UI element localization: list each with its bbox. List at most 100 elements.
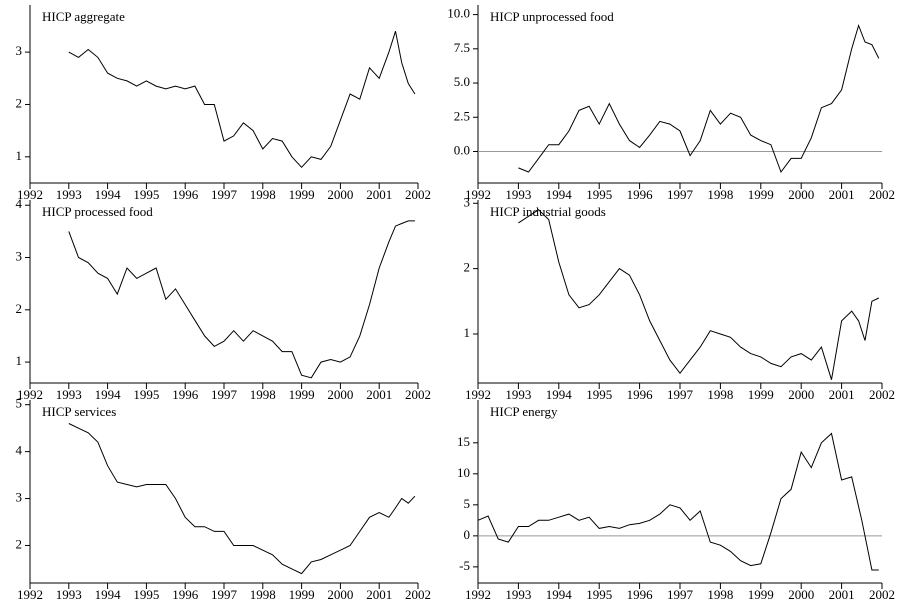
x-tick-label: 2001 [829,187,855,202]
panel-title: HICP energy [490,404,558,419]
y-tick-label: 4 [16,196,23,211]
panel-title: HICP services [42,404,116,419]
x-tick-label: 2001 [366,587,392,602]
y-tick-label: 2 [464,260,471,275]
panel-title: HICP industrial goods [490,204,606,219]
x-tick-label: 1993 [56,587,82,602]
x-tick-label: 1992 [465,187,491,202]
x-tick-label: 1995 [133,187,159,202]
x-tick-label: 1995 [133,587,159,602]
x-tick-label: 1995 [586,187,612,202]
x-tick-label: 1996 [172,187,199,202]
y-tick-label: 3 [464,194,471,209]
y-tick-label: 2.5 [454,108,470,123]
x-tick-label: 1994 [546,187,573,202]
line [68,423,416,575]
x-tick-label: 1999 [748,187,774,202]
x-tick-label: 1998 [707,187,733,202]
x-tick-label: 1993 [505,387,531,402]
x-tick-label: 1998 [707,587,733,602]
y-tick-label: 10 [457,465,470,480]
x-tick-label: 1993 [56,187,82,202]
x-tick-label: 2001 [366,387,392,402]
line [518,209,880,380]
y-tick-label: 7.5 [454,40,470,55]
x-tick-label: 1997 [211,587,238,602]
x-tick-label: 1995 [586,387,612,402]
x-tick-label: 1994 [546,387,573,402]
y-tick-label: 5 [16,396,23,411]
x-tick-label: 1996 [627,187,654,202]
x-tick-label: 2000 [788,187,814,202]
x-tick-label: 2002 [405,187,431,202]
x-tick-label: 1993 [505,587,531,602]
y-tick-label: 3 [16,490,23,505]
y-tick-label: 1 [16,353,23,368]
panel-title: HICP aggregate [42,9,125,24]
x-tick-label: 1999 [289,387,315,402]
x-tick-label: 2001 [829,387,855,402]
y-tick-label: 0 [464,527,471,542]
x-tick-label: 2002 [869,387,895,402]
x-tick-label: 2002 [869,187,895,202]
x-tick-label: 1997 [211,387,238,402]
x-tick-label: 1993 [505,187,531,202]
x-tick-label: 1994 [95,187,122,202]
x-tick-label: 1998 [250,587,276,602]
x-tick-label: 1997 [667,587,694,602]
y-tick-label: 2 [16,95,23,110]
x-tick-label: 1994 [95,387,122,402]
x-tick-label: 1999 [289,587,315,602]
line [68,31,416,169]
y-tick-label: -5 [459,558,470,573]
x-tick-label: 2000 [788,587,814,602]
x-tick-label: 1996 [627,587,654,602]
y-tick-label: 3 [16,43,23,58]
x-tick-label: 1999 [748,587,774,602]
x-tick-label: 1998 [250,187,276,202]
x-tick-label: 1996 [172,387,199,402]
x-tick-label: 1999 [748,387,774,402]
x-tick-label: 1996 [627,387,654,402]
x-tick-label: 2001 [366,187,392,202]
y-tick-label: 5.0 [454,74,470,89]
line [477,432,879,571]
x-tick-label: 1996 [172,587,199,602]
x-tick-label: 1992 [465,587,491,602]
line [68,220,415,379]
panel-title: HICP unprocessed food [490,9,614,24]
x-tick-label: 1998 [250,387,276,402]
x-tick-label: 1997 [211,187,238,202]
y-tick-label: 3 [16,248,23,263]
x-tick-label: 2000 [327,387,353,402]
x-tick-label: 1994 [546,587,573,602]
x-tick-label: 2002 [405,387,431,402]
x-tick-label: 2000 [327,187,353,202]
y-tick-label: 0.0 [454,142,470,157]
y-tick-label: 2 [16,536,23,551]
x-tick-label: 2002 [869,587,895,602]
x-tick-label: 1997 [667,187,694,202]
x-tick-label: 1997 [667,387,694,402]
x-tick-label: 2001 [829,587,855,602]
x-tick-label: 2000 [788,387,814,402]
x-tick-label: 1998 [707,387,733,402]
y-tick-label: 4 [16,443,23,458]
x-tick-label: 1992 [17,187,43,202]
x-tick-label: 1992 [17,587,43,602]
y-tick-label: 10.0 [447,6,470,21]
y-tick-label: 15 [457,434,470,449]
x-tick-label: 2000 [327,587,353,602]
x-tick-label: 2002 [405,587,431,602]
x-tick-label: 1992 [17,387,43,402]
y-tick-label: 2 [16,301,23,316]
x-tick-label: 1994 [95,587,122,602]
x-tick-label: 1993 [56,387,82,402]
x-tick-label: 1999 [289,187,315,202]
x-tick-label: 1995 [586,587,612,602]
x-tick-label: 1995 [133,387,159,402]
y-tick-label: 1 [16,148,23,163]
panel-title: HICP processed food [42,204,153,219]
x-tick-label: 1992 [465,387,491,402]
